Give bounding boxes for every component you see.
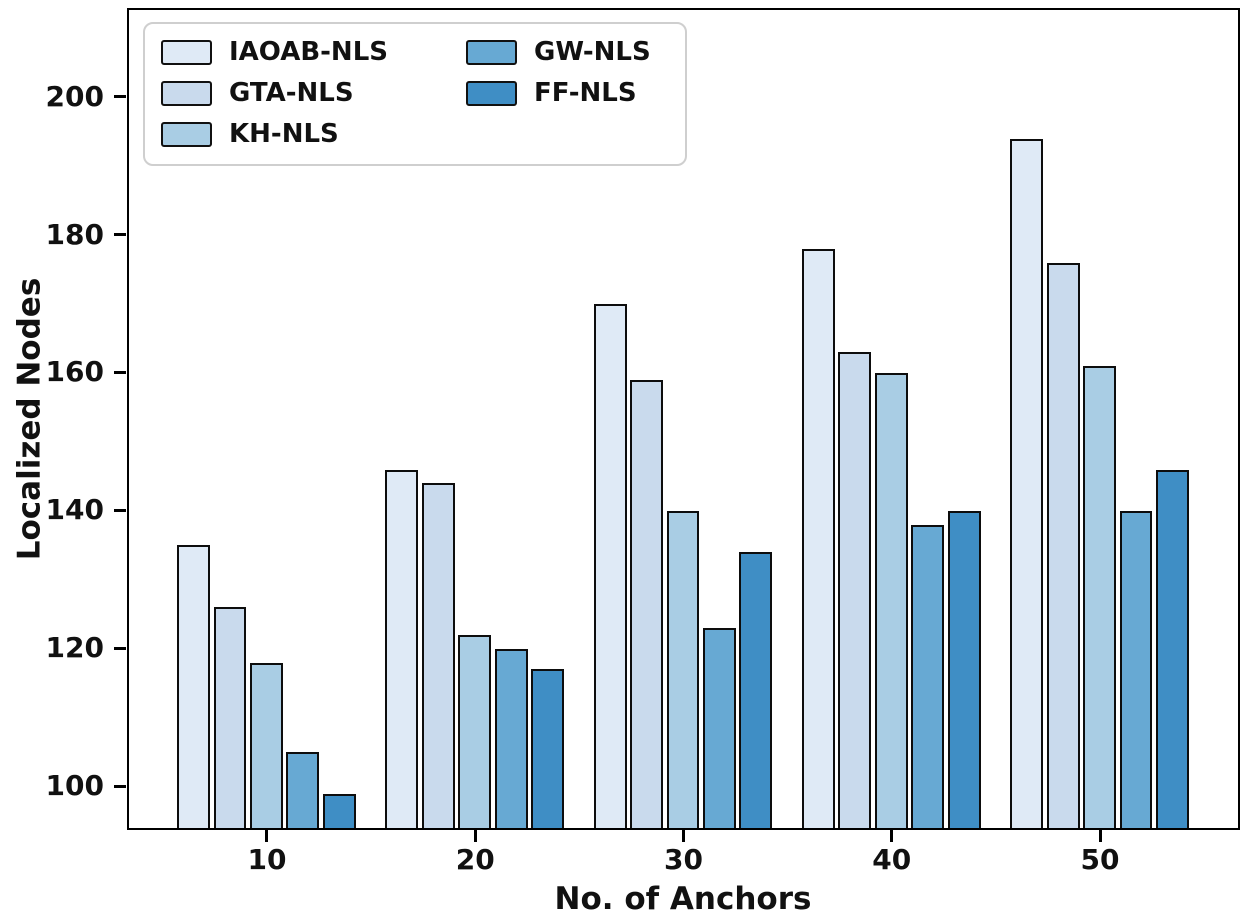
bar-FF-NLS-10 — [322, 793, 356, 828]
bar-FF-NLS-50 — [1155, 469, 1189, 828]
x-tick-label: 40 — [872, 843, 912, 876]
legend-label: FF-NLS — [533, 77, 637, 108]
x-tick-label: 20 — [455, 843, 495, 876]
bar-KH-NLS-20 — [458, 634, 492, 828]
y-tick-label: 160 — [45, 355, 104, 389]
x-tick-label: 10 — [247, 843, 287, 876]
bar-GTA-NLS-40 — [838, 352, 872, 828]
legend-item: GTA-NLS — [161, 77, 388, 109]
bar-FF-NLS-20 — [531, 669, 565, 828]
x-tick-mark — [890, 830, 894, 842]
legend-label: KH-NLS — [229, 118, 339, 149]
legend-item: GW-NLS — [465, 37, 651, 68]
bar-GW-NLS-20 — [494, 648, 528, 828]
bar-GTA-NLS-20 — [421, 483, 455, 828]
x-tick-label: 30 — [664, 843, 703, 876]
legend-item: IAOAB-NLS — [161, 37, 388, 68]
bar-GW-NLS-30 — [702, 628, 736, 828]
y-tick-mark — [114, 508, 126, 512]
y-tick-label: 120 — [45, 631, 104, 665]
legend-swatch-FF-NLS — [465, 81, 517, 107]
bar-KH-NLS-50 — [1083, 366, 1116, 828]
y-tick-mark — [114, 95, 126, 99]
y-tick-label: 200 — [45, 79, 104, 113]
bar-GTA-NLS-10 — [213, 607, 247, 828]
bar-GW-NLS-40 — [911, 524, 945, 828]
bar-IAOAB-NLS-50 — [1010, 138, 1044, 828]
legend-label: GTA-NLS — [229, 77, 354, 108]
legend-swatch-GTA-NLS — [161, 81, 212, 107]
y-tick-mark — [114, 370, 126, 374]
x-tick-mark — [265, 830, 269, 842]
bar-GTA-NLS-30 — [630, 379, 663, 828]
y-tick-mark — [114, 646, 126, 650]
x-tick-label: 50 — [1080, 843, 1120, 876]
bar-IAOAB-NLS-20 — [385, 469, 419, 828]
legend-label: IAOAB-NLS — [229, 37, 388, 67]
bar-KH-NLS-30 — [666, 510, 700, 828]
y-tick-mark — [114, 784, 126, 788]
x-tick-mark — [1098, 830, 1102, 842]
bar-FF-NLS-40 — [947, 510, 981, 828]
legend-label: GW-NLS — [533, 37, 651, 67]
bar-FF-NLS-30 — [739, 552, 773, 828]
bar-IAOAB-NLS-40 — [801, 248, 835, 828]
legend-item: KH-NLS — [161, 118, 388, 150]
x-tick-mark — [682, 830, 685, 842]
bar-GTA-NLS-50 — [1046, 262, 1080, 828]
bar-IAOAB-NLS-30 — [593, 304, 627, 828]
plot-area: IAOAB-NLS GTA-NLS KH-NLS GW-NLS FF-NLS — [127, 8, 1240, 830]
bar-GW-NLS-10 — [286, 752, 320, 828]
y-tick-label: 180 — [45, 217, 104, 251]
y-tick-label: 140 — [45, 493, 104, 527]
legend-swatch-IAOAB-NLS — [161, 40, 212, 66]
legend-swatch-GW-NLS — [465, 40, 517, 66]
bar-KH-NLS-10 — [250, 662, 283, 828]
y-axis-label: Localized Nodes — [11, 277, 48, 561]
bar-GW-NLS-50 — [1119, 510, 1153, 828]
bar-KH-NLS-40 — [874, 372, 908, 828]
legend-item: FF-NLS — [465, 77, 651, 109]
x-axis-label: No. of Anchors — [554, 881, 812, 917]
bar-IAOAB-NLS-10 — [177, 545, 211, 828]
y-tick-mark — [114, 233, 126, 237]
legend: IAOAB-NLS GTA-NLS KH-NLS GW-NLS FF-NLS — [143, 22, 687, 166]
legend-swatch-KH-NLS — [161, 122, 212, 148]
y-tick-label: 100 — [45, 769, 104, 803]
x-tick-mark — [473, 830, 477, 842]
